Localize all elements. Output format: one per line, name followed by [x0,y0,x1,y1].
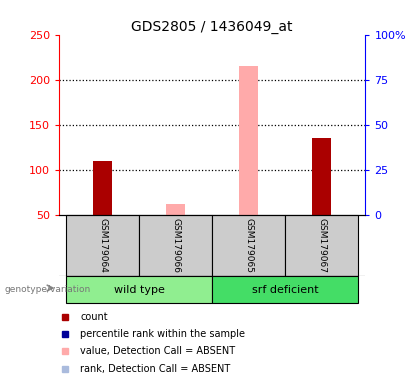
Title: GDS2805 / 1436049_at: GDS2805 / 1436049_at [131,20,293,33]
Text: GSM179067: GSM179067 [317,218,326,273]
Text: rank, Detection Call = ABSENT: rank, Detection Call = ABSENT [80,364,231,374]
Text: GSM179064: GSM179064 [98,218,107,273]
Text: count: count [80,312,108,322]
Bar [212,215,285,276]
Bar [212,276,358,303]
Bar [139,215,212,276]
Bar [94,161,112,215]
Text: GSM179065: GSM179065 [244,218,253,273]
Text: genotype/variation: genotype/variation [4,285,90,295]
Text: percentile rank within the sample: percentile rank within the sample [80,329,245,339]
Bar [66,215,139,276]
Text: wild type: wild type [114,285,165,295]
Text: srf deficient: srf deficient [252,285,318,295]
Bar [66,276,212,303]
Bar [285,215,358,276]
Text: value, Detection Call = ABSENT: value, Detection Call = ABSENT [80,346,235,356]
Bar [166,204,185,215]
Bar [239,66,258,215]
Text: GSM179066: GSM179066 [171,218,180,273]
Bar [312,138,331,215]
